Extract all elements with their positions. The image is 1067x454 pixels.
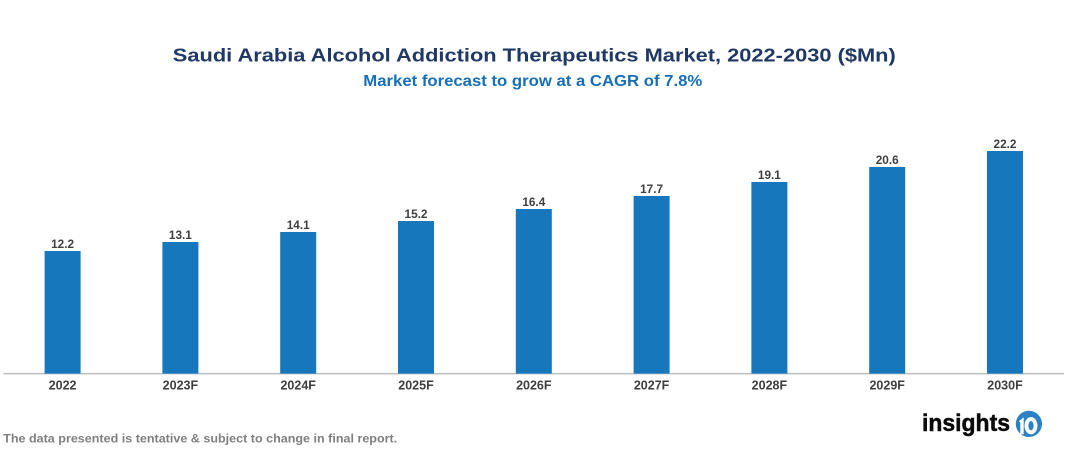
svg-text:2023F: 2023F	[163, 379, 199, 393]
svg-text:13.1: 13.1	[169, 228, 192, 242]
svg-text:2022: 2022	[49, 379, 77, 393]
svg-text:Saudi Arabia Alcohol Addiction: Saudi Arabia Alcohol Addiction Therapeut…	[173, 46, 896, 66]
svg-text:2029F: 2029F	[869, 379, 905, 393]
svg-text:14.1: 14.1	[287, 218, 310, 232]
svg-text:2028F: 2028F	[752, 379, 788, 393]
svg-text:The data presented is tentativ: The data presented is tentative & subjec…	[3, 431, 397, 445]
svg-text:12.2: 12.2	[51, 237, 74, 251]
svg-text:19.1: 19.1	[758, 168, 781, 182]
svg-text:17.7: 17.7	[640, 182, 663, 196]
svg-text:2027F: 2027F	[634, 379, 670, 393]
svg-text:22.2: 22.2	[994, 137, 1017, 151]
svg-text:20.6: 20.6	[876, 153, 899, 167]
svg-text:2024F: 2024F	[280, 379, 316, 393]
svg-text:16.4: 16.4	[522, 195, 545, 209]
svg-text:2030F: 2030F	[987, 379, 1023, 393]
svg-text:insights: insights	[922, 410, 1010, 437]
svg-text:15.2: 15.2	[405, 207, 428, 221]
svg-text:2025F: 2025F	[398, 379, 434, 393]
svg-text:2026F: 2026F	[516, 379, 552, 393]
svg-text:Market forecast to grow at a C: Market forecast to grow at a CAGR of 7.8…	[363, 73, 702, 90]
